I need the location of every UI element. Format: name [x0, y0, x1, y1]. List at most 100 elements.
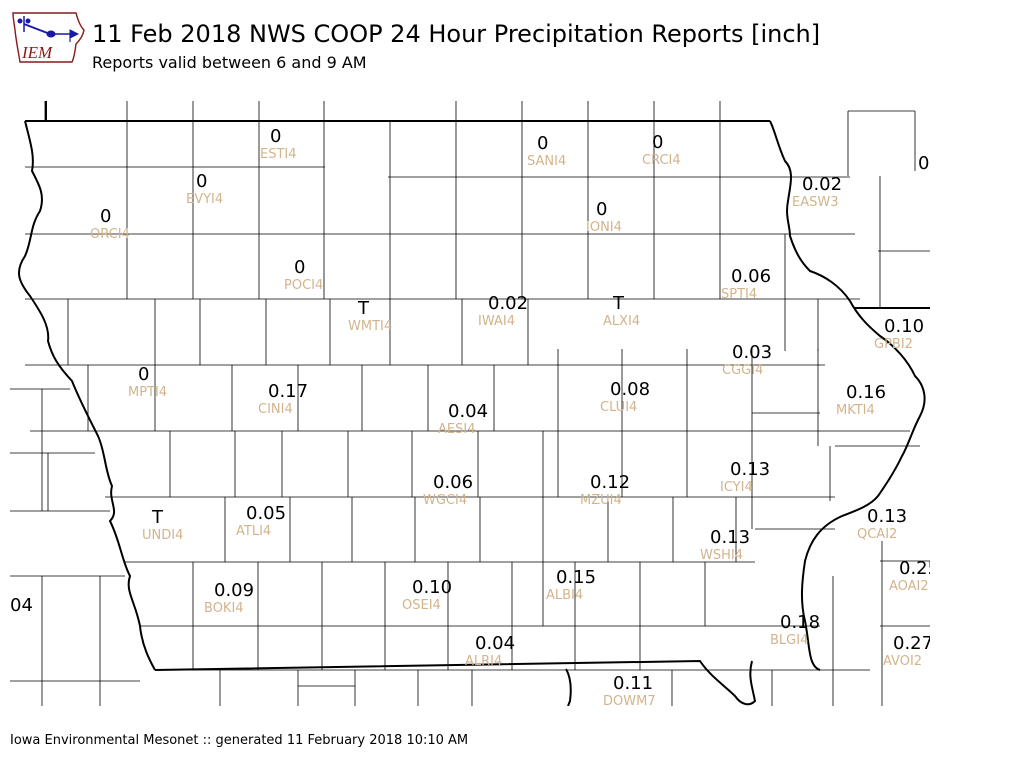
- station-label: 0.14: [918, 153, 930, 174]
- station-id: ALRI4: [465, 654, 502, 669]
- station-id: WSHI4: [700, 548, 743, 563]
- station-id: IWAI4: [478, 314, 515, 329]
- iem-logo: IEM: [12, 12, 85, 63]
- precip-value: 0.10: [412, 577, 452, 598]
- station-id: MKTI4: [836, 403, 875, 418]
- precip-value: 0.05: [246, 503, 286, 524]
- iowa-outline-logo: [12, 12, 85, 63]
- precip-value: 0.25: [899, 558, 930, 579]
- station-id: POCI4: [284, 278, 323, 293]
- station-id: ICYI4: [720, 480, 753, 495]
- precip-value: 0.14: [918, 153, 930, 174]
- page-subtitle: Reports valid between 6 and 9 AM: [92, 53, 367, 72]
- precip-value: T: [151, 507, 164, 528]
- precip-value: 0: [270, 126, 281, 147]
- station-id: AVOI2: [883, 654, 922, 669]
- precip-value: 0: [596, 199, 607, 220]
- precip-value: 0.16: [846, 382, 886, 403]
- precip-value: 04: [10, 595, 33, 616]
- precip-value: 0: [196, 171, 207, 192]
- station-labels: 0ESTI40SANI40CRCI40EVYI40ORCI40IONI40.02…: [10, 126, 930, 706]
- weather-station-icon: [17, 16, 80, 42]
- station-id: ESTI4: [260, 147, 297, 162]
- precip-value: 0.03: [732, 342, 772, 363]
- station-id: EASW3: [792, 195, 838, 210]
- station-id: AOAI2: [889, 579, 929, 594]
- precip-value: 0: [294, 257, 305, 278]
- footer-credit: Iowa Environmental Mesonet :: generated …: [10, 733, 469, 748]
- precip-value: 0.02: [488, 293, 528, 314]
- station-id: CLUI4: [600, 400, 637, 415]
- precip-value: 0.15: [556, 567, 596, 588]
- precip-value: T: [612, 293, 625, 314]
- station-id: EVYI4: [186, 192, 223, 207]
- station-id: MPTI4: [128, 385, 167, 400]
- state-boundaries: [18, 101, 930, 706]
- precip-value: 0.06: [433, 472, 473, 493]
- station-id: ATLI4: [236, 524, 271, 539]
- page-title: 11 Feb 2018 NWS COOP 24 Hour Precipitati…: [92, 20, 821, 48]
- logo-text: IEM: [21, 43, 53, 62]
- precip-value: 0.18: [780, 612, 820, 633]
- precip-value: 0.02: [802, 174, 842, 195]
- station-id: SANI4: [527, 154, 566, 169]
- station-id: IONI4: [586, 220, 622, 235]
- station-id: BLGI4: [770, 633, 808, 648]
- precip-value: 0.12: [590, 472, 630, 493]
- precip-value: 0.13: [867, 506, 907, 527]
- precip-value: 0.11: [613, 673, 653, 694]
- station-id: AESI4: [438, 422, 475, 437]
- precip-value: 0: [100, 206, 111, 227]
- station-id: OSEI4: [402, 598, 441, 613]
- precip-value: 0: [138, 364, 149, 385]
- station-id: ALXI4: [603, 314, 640, 329]
- precip-value: 0.13: [710, 527, 750, 548]
- station-id: SPTI4: [721, 287, 757, 302]
- precip-value: 0.09: [214, 580, 254, 601]
- station-id: CINI4: [258, 402, 293, 417]
- station-id: MZUI4: [580, 493, 622, 508]
- map-canvas: 0ESTI40SANI40CRCI40EVYI40ORCI40IONI40.02…: [10, 101, 930, 706]
- station-id: ALBI4: [546, 588, 583, 603]
- precip-value: 0.06: [731, 266, 771, 287]
- precip-value: 0: [652, 132, 663, 153]
- precip-value: 0.17: [268, 381, 308, 402]
- station-id: WMTI4: [348, 319, 392, 334]
- station-id: DOWM7: [603, 694, 656, 706]
- precip-value: 0.13: [730, 459, 770, 480]
- station-id: GPBI2: [874, 337, 913, 352]
- precip-value: 0.27: [893, 633, 930, 654]
- precip-value: 0.08: [610, 379, 650, 400]
- station-id: ORCI4: [90, 227, 130, 242]
- station-label: 0.25AOAI2: [889, 558, 930, 594]
- precip-map[interactable]: 0 ESTI4 0 SANI4 0 CRCI4 0 EVYI4 0 ORCI4 0 IONI4 0.02…: [10, 101, 930, 706]
- county-boundaries: [10, 101, 930, 706]
- station-id: WGCI4: [423, 493, 467, 508]
